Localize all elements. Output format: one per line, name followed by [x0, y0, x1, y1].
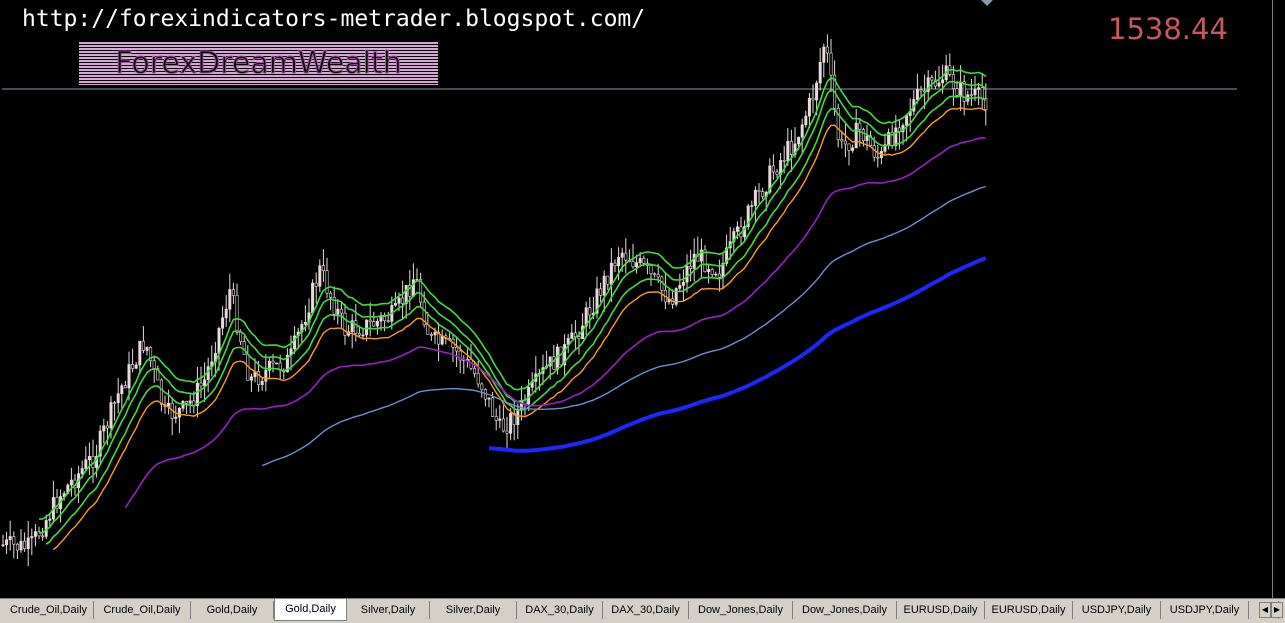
tab-dow-jones-daily-8[interactable]: Dow_Jones,Daily — [689, 601, 793, 619]
blog-url: http://forexindicators-metrader.blogspot… — [22, 6, 646, 32]
tab-silver-daily-5[interactable]: Silver,Daily — [430, 601, 517, 619]
tab-crude-oil-daily-1[interactable]: Crude_Oil,Daily — [94, 601, 191, 619]
tab-dax-30-daily-6[interactable]: DAX_30,Daily — [517, 601, 603, 619]
tab-dow-jones-daily-9[interactable]: Dow_Jones,Daily — [793, 601, 897, 619]
moving-averages — [38, 68, 987, 551]
tab-eurusd-daily-10[interactable]: EURUSD,Daily — [897, 601, 985, 619]
scroll-left-icon[interactable]: ◀ — [1259, 602, 1271, 618]
chart-tab-bar: Crude_Oil,Daily Crude_Oil,Daily Gold,Daily… — [0, 598, 1285, 623]
current-price-label: 1538.44 — [1108, 12, 1228, 46]
tab-dax-30-daily-7[interactable]: DAX_30,Daily — [603, 601, 689, 619]
price-scale-border — [1272, 0, 1273, 598]
tab-crude-oil-daily-0[interactable]: Crude_Oil,Daily — [4, 601, 94, 619]
tab-gold-daily-2[interactable]: Gold,Daily — [191, 601, 274, 619]
chart-area[interactable]: http://forexindicators-metrader.blogspot… — [0, 0, 1285, 598]
tab-eurusd-daily-11[interactable]: EURUSD,Daily — [985, 601, 1073, 619]
tab-usdjpy-daily-12[interactable]: USDJPY,Daily — [1073, 601, 1161, 619]
candlesticks — [1, 34, 988, 567]
price-chart[interactable] — [0, 0, 1285, 598]
tab-gold-daily-3[interactable]: Gold,Daily — [274, 599, 347, 621]
scroll-right-icon[interactable]: ▶ — [1271, 602, 1283, 618]
tab-silver-daily-4[interactable]: Silver,Daily — [347, 601, 430, 619]
tab-usdjpy-daily-13[interactable]: USDJPY,Daily — [1161, 601, 1249, 619]
chart-shift-marker-icon[interactable] — [981, 0, 993, 6]
brand-text: ForexDreamWealth — [115, 46, 403, 82]
brand-banner: ForexDreamWealth — [79, 42, 438, 85]
